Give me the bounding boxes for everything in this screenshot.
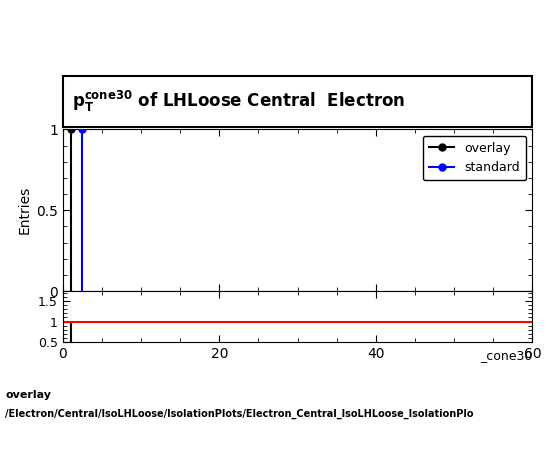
Legend: overlay, standard: overlay, standard (423, 136, 526, 180)
Text: _cone30: _cone30 (480, 349, 532, 362)
Text: overlay: overlay (5, 390, 51, 401)
Text: $\mathbf{p_T^{cone30}}$ of LHLoose Central  Electron: $\mathbf{p_T^{cone30}}$ of LHLoose Centr… (72, 89, 405, 114)
Y-axis label: Entries: Entries (18, 186, 32, 234)
Text: /Electron/Central/IsoLHLoose/IsolationPlots/Electron_Central_IsoLHLoose_Isolatio: /Electron/Central/IsoLHLoose/IsolationPl… (5, 409, 474, 419)
